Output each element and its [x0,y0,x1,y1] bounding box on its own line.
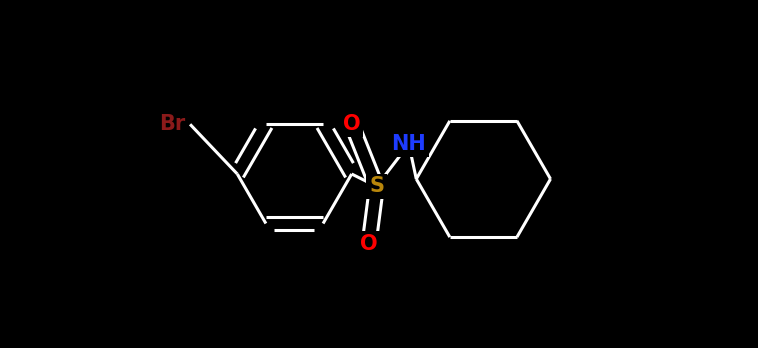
Text: O: O [343,114,361,134]
Text: O: O [360,234,378,254]
Text: Br: Br [160,114,186,134]
Text: S: S [369,176,384,196]
Text: NH: NH [391,134,426,154]
